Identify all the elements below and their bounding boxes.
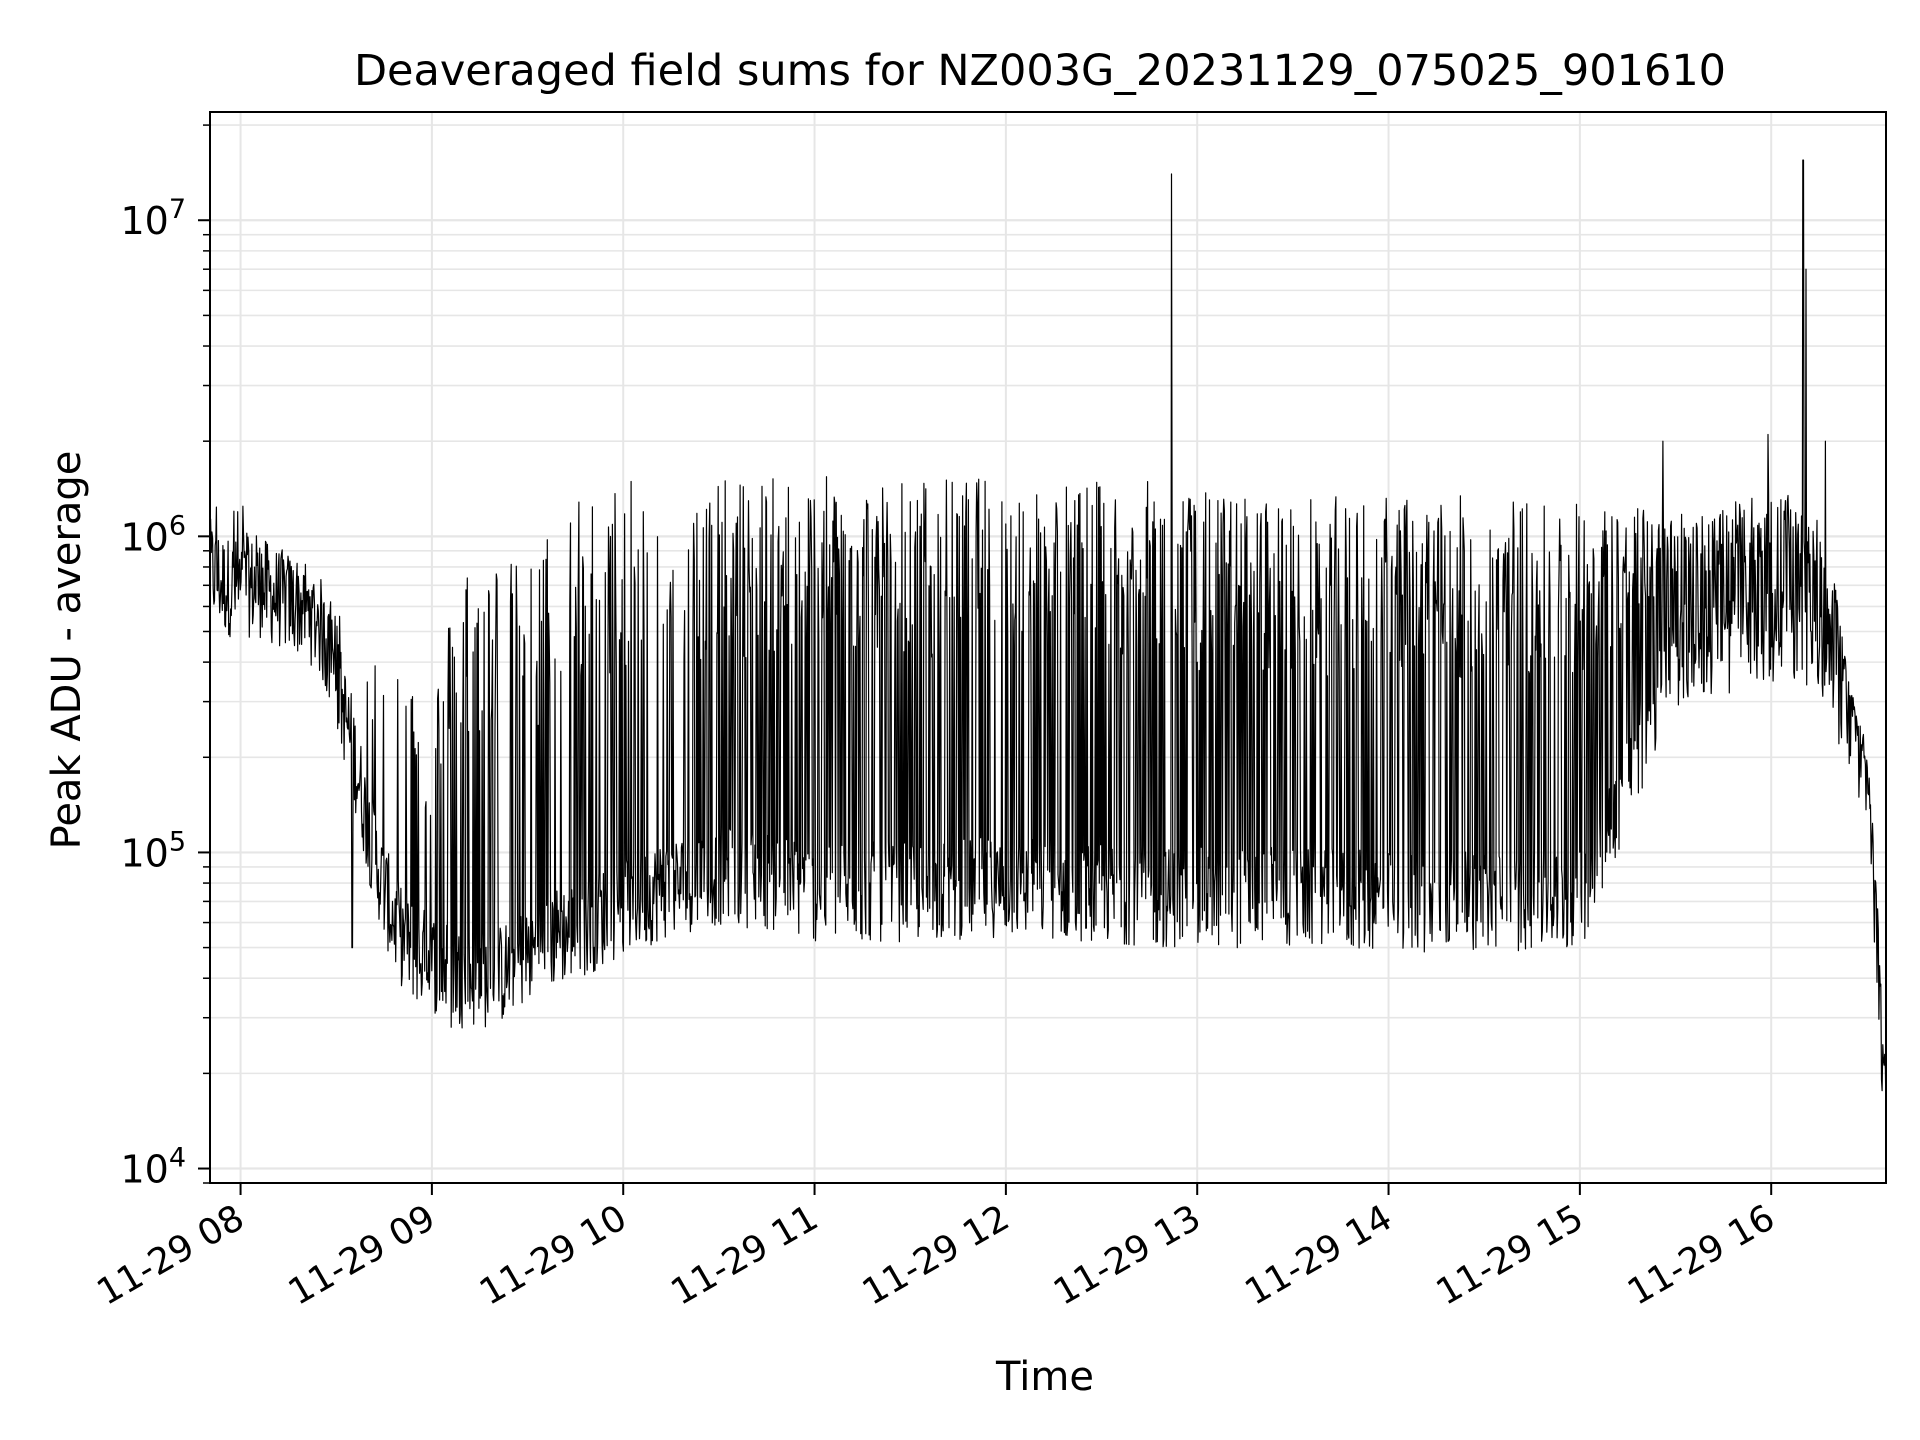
- y-tick-label: 106: [120, 510, 186, 559]
- chart-title: Deaveraged field sums for NZ003G_2023112…: [354, 46, 1726, 96]
- y-axis-label: Peak ADU - average: [44, 451, 90, 850]
- x-axis-label: Time: [995, 1354, 1094, 1400]
- plot-frame: [209, 111, 1887, 1184]
- y-axis: 104 105 106 107: [120, 124, 210, 1192]
- series-layer: [209, 159, 1887, 1117]
- y-tick-label: 105: [120, 826, 186, 875]
- y-tick-label: 107: [120, 194, 186, 243]
- y-tick-label: 104: [120, 1143, 186, 1192]
- series-line: [209, 159, 1887, 1117]
